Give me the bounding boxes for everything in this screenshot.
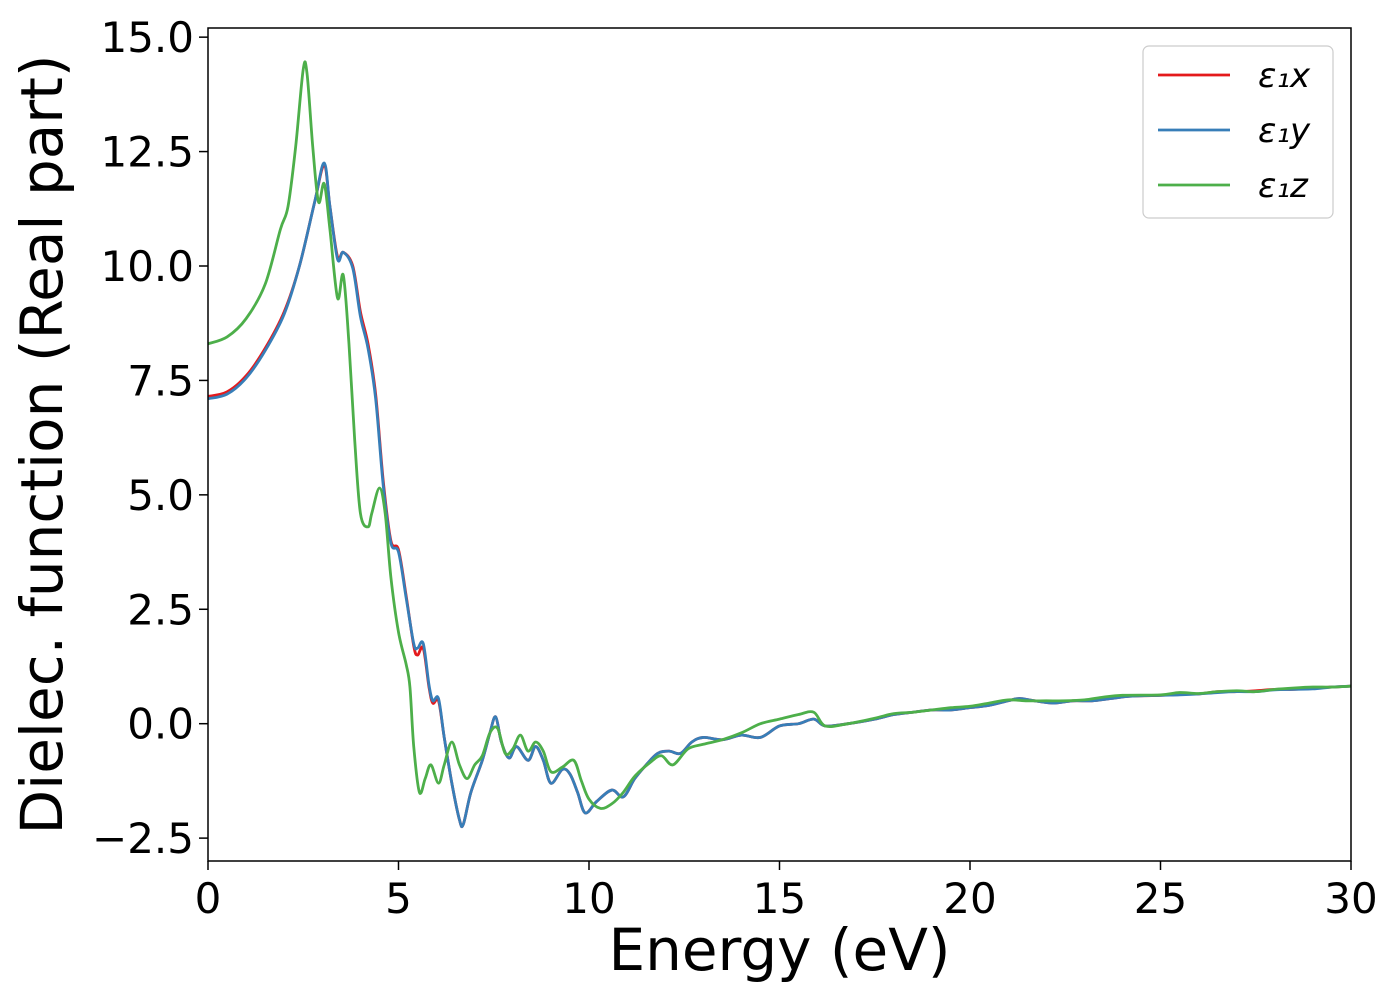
- y-tick-label: 10.0: [100, 242, 194, 291]
- x-tick-label: 0: [195, 874, 222, 923]
- x-tick-label: 25: [1134, 874, 1187, 923]
- x-tick-label: 15: [753, 874, 806, 923]
- series-line-eps1-y: [208, 161, 1351, 829]
- legend-label-eps1-y: ε₁y: [1258, 111, 1311, 151]
- legend-label-eps1-x: ε₁x: [1258, 56, 1311, 96]
- legend: ε₁x ε₁y ε₁z: [1142, 45, 1334, 219]
- x-tick-label: 30: [1324, 874, 1377, 923]
- y-tick-label: 15.0: [100, 13, 194, 62]
- y-tick-label: 2.5: [127, 585, 194, 634]
- y-tick-label: 0.0: [127, 700, 194, 749]
- y-tick-label: −2.5: [92, 814, 194, 863]
- y-tick-label: 12.5: [100, 128, 194, 177]
- y-axis-ticks: −2.5 0.0 2.5 5.0 7.5 10.0 12.5 15.0: [92, 13, 208, 863]
- x-tick-label: 10: [562, 874, 615, 923]
- x-tick-label: 5: [385, 874, 412, 923]
- legend-label-eps1-z: ε₁z: [1258, 166, 1309, 206]
- x-axis-label: Energy (eV): [608, 916, 950, 984]
- series-layer: [208, 60, 1351, 829]
- x-tick-label: 20: [943, 874, 996, 923]
- series-line-eps1-z: [208, 60, 1351, 810]
- y-tick-label: 7.5: [127, 356, 194, 405]
- y-axis-label: Dielec. function (Real part): [8, 54, 76, 834]
- y-tick-label: 5.0: [127, 471, 194, 520]
- legend-frame: [1142, 45, 1334, 219]
- x-axis-ticks: 0 5 10 15 20 25 30: [195, 861, 1378, 923]
